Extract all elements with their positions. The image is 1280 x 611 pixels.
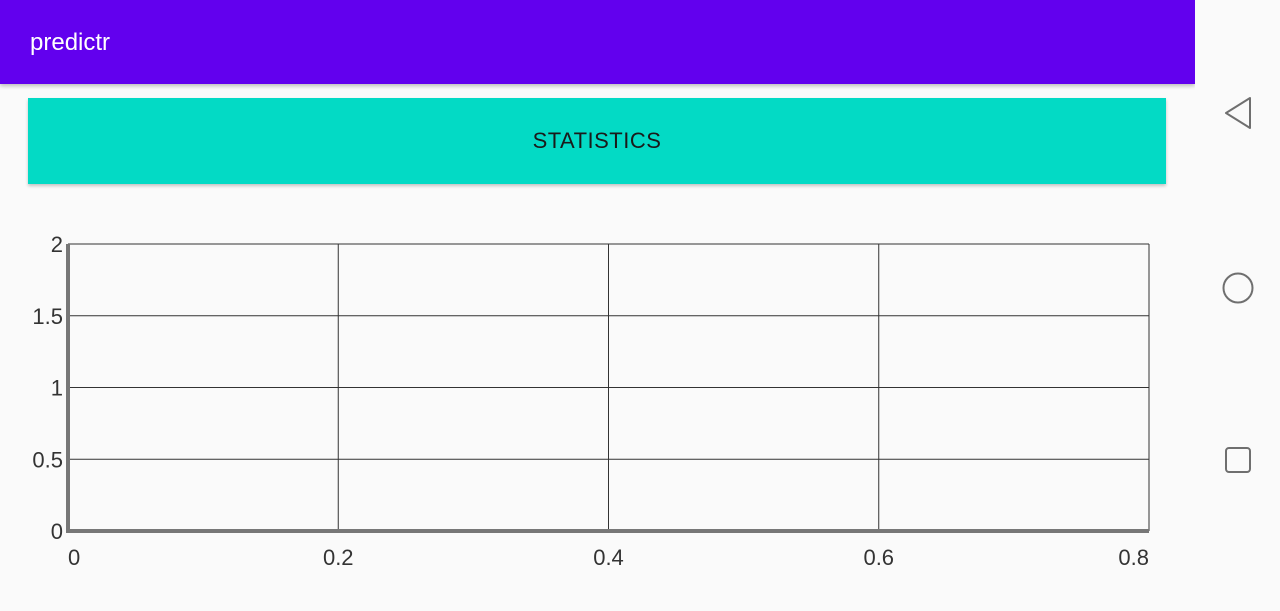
recents-square-icon — [1224, 447, 1251, 473]
home-button[interactable] — [1195, 258, 1280, 318]
x-tick-label: 0.8 — [1118, 545, 1149, 570]
app-title: predictr — [30, 29, 111, 56]
x-tick-label: 0.6 — [863, 545, 894, 570]
home-circle-icon — [1222, 272, 1253, 304]
statistics-button[interactable]: STATISTICS — [28, 98, 1166, 184]
navigation-bar — [1195, 0, 1280, 607]
app-bar: predictr — [0, 0, 1195, 84]
x-tick-label: 0.2 — [323, 545, 354, 570]
statistics-chart: 0 0.2 0.4 0.6 0.8 0 0.5 1 1.5 2 — [0, 200, 1195, 607]
y-tick-label: 2 — [51, 232, 63, 257]
y-tick-label: 0 — [51, 519, 63, 544]
x-tick-label: 0.4 — [593, 545, 624, 570]
recents-button[interactable] — [1195, 430, 1280, 490]
y-tick-label: 1 — [51, 376, 63, 401]
x-tick-label: 0 — [68, 545, 80, 570]
back-triangle-icon — [1224, 97, 1251, 129]
y-tick-label: 0.5 — [32, 447, 63, 472]
back-button[interactable] — [1195, 83, 1280, 143]
y-tick-label: 1.5 — [32, 304, 63, 329]
chart-svg: 0 0.2 0.4 0.6 0.8 0 0.5 1 1.5 2 — [32, 232, 1150, 570]
